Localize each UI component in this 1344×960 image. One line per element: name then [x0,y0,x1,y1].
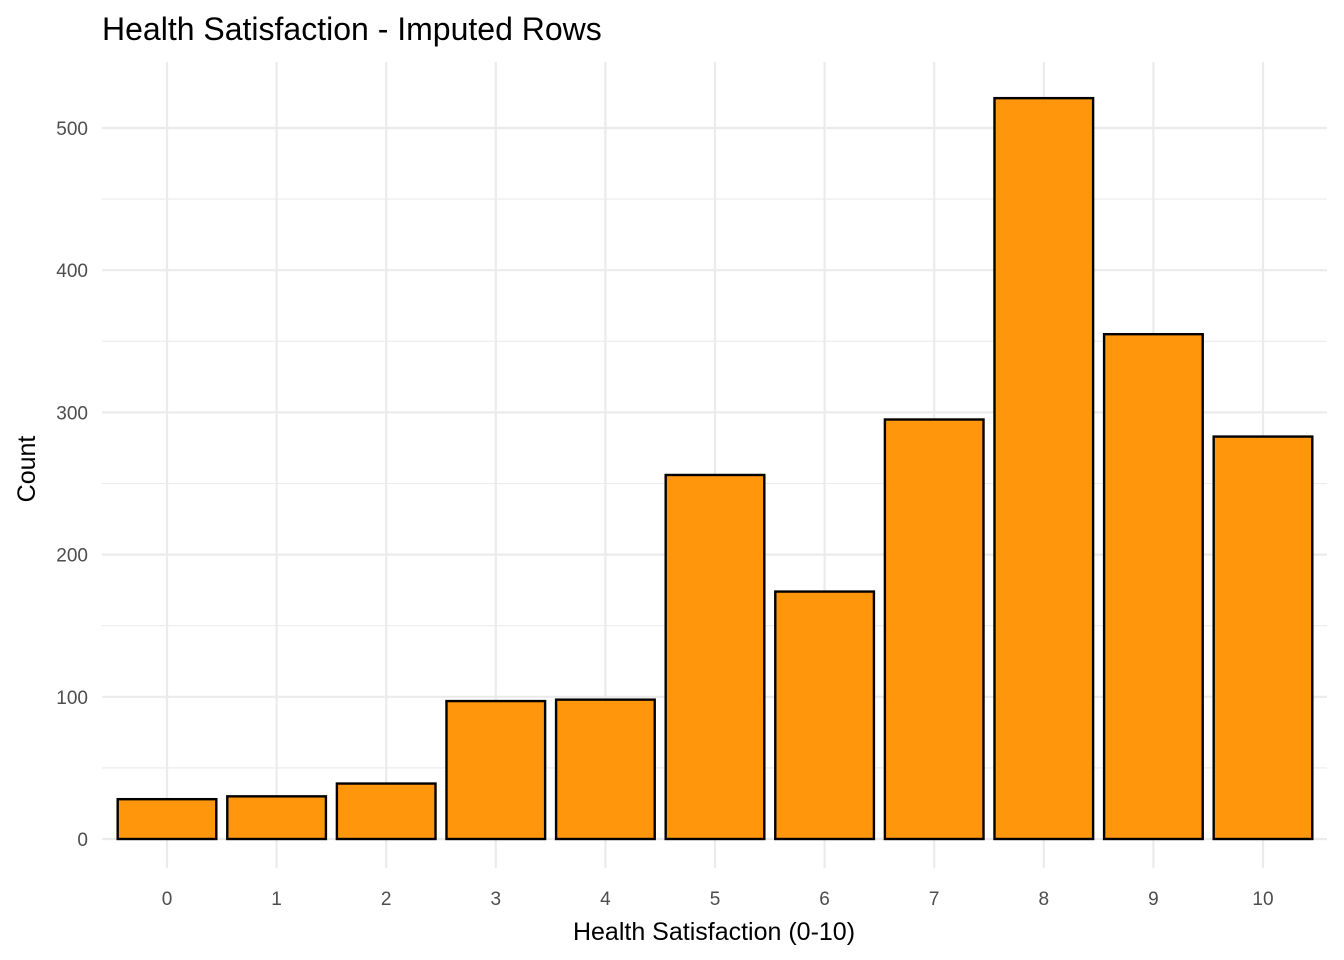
y-tick-label: 300 [56,403,88,424]
bar-4 [554,698,656,841]
x-tick-label: 4 [600,889,611,910]
bar-5 [664,473,766,841]
bar-9 [1102,332,1204,841]
x-tick-label: 7 [929,889,940,910]
bar-0 [116,797,218,841]
chart-title: Health Satisfaction - Imputed Rows [102,11,602,47]
x-tick-label: 9 [1148,889,1159,910]
bars [116,96,1314,841]
x-axis-ticks: 0 1 2 3 4 5 6 7 8 9 10 [162,889,1274,910]
x-tick-label: 6 [819,889,830,910]
x-tick-label: 2 [381,889,392,910]
y-axis-title: Count [13,436,41,503]
y-tick-label: 500 [56,119,88,140]
y-tick-label: 100 [56,688,88,709]
bar-3 [445,699,547,841]
bar-2 [335,782,437,841]
x-tick-label: 0 [162,889,173,910]
y-tick-label: 200 [56,546,88,567]
y-tick-label: 400 [56,261,88,282]
bar-6 [774,590,876,841]
bar-7 [883,418,985,841]
x-tick-label: 8 [1039,889,1050,910]
y-tick-label: 0 [77,830,88,851]
bar-1 [226,795,328,841]
bar-10 [1212,435,1314,841]
x-tick-label: 5 [710,889,721,910]
x-tick-label: 10 [1252,889,1273,910]
x-tick-label: 1 [271,889,282,910]
x-axis-title: Health Satisfaction (0-10) [573,918,855,946]
y-axis-ticks: 0 100 200 300 400 500 [56,119,88,851]
x-tick-label: 3 [491,889,502,910]
bar-8 [993,96,1095,841]
